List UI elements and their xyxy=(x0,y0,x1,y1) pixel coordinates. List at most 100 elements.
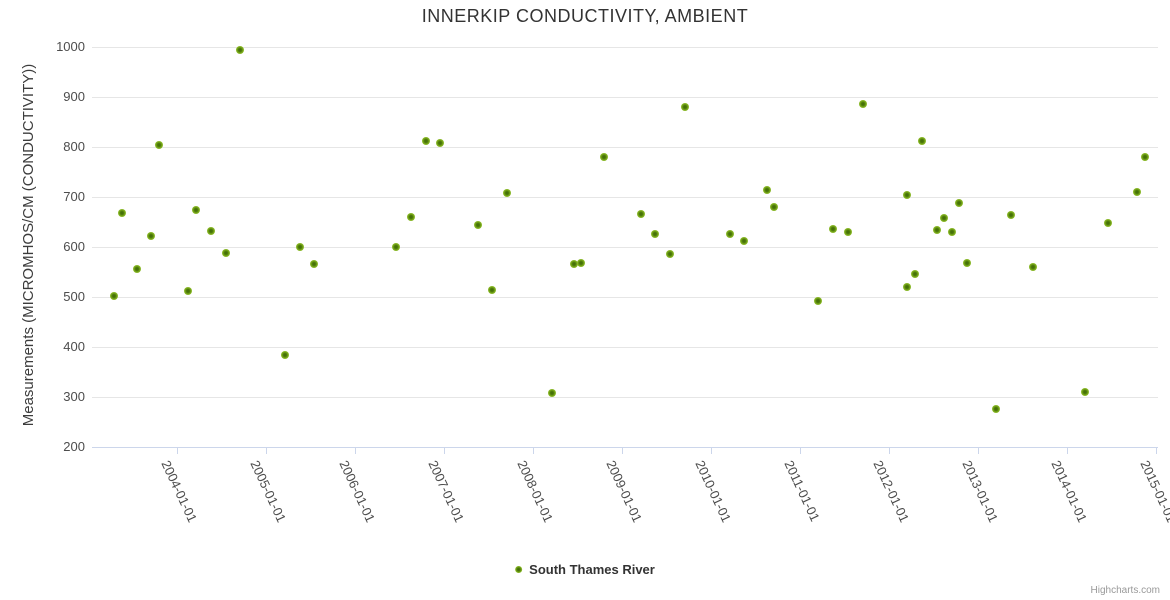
x-axis-tick-label: 2009-01-01 xyxy=(603,458,646,525)
data-point[interactable] xyxy=(503,189,512,197)
data-point[interactable] xyxy=(110,291,119,300)
data-point[interactable] xyxy=(295,243,304,251)
legend-item-south-thames-river[interactable]: South Thames River xyxy=(515,562,655,577)
data-point[interactable] xyxy=(184,286,193,295)
data-point[interactable] xyxy=(547,389,556,397)
data-point[interactable] xyxy=(406,212,415,221)
x-axis-tick xyxy=(799,447,801,454)
data-point[interactable] xyxy=(910,270,919,278)
data-point[interactable] xyxy=(770,203,779,211)
data-point[interactable] xyxy=(651,229,660,238)
x-axis-tick-label: 2004-01-01 xyxy=(158,458,201,525)
data-point[interactable] xyxy=(1029,262,1038,271)
y-axis-tick-label: 1000 xyxy=(56,39,85,54)
data-point[interactable] xyxy=(681,103,690,111)
y-gridline xyxy=(92,197,1158,198)
data-point[interactable] xyxy=(903,191,912,199)
data-point[interactable] xyxy=(947,227,956,236)
x-axis-tick xyxy=(177,447,179,454)
y-gridline xyxy=(92,297,1158,298)
data-point[interactable] xyxy=(236,45,245,54)
x-axis-tick xyxy=(888,447,890,454)
y-gridline xyxy=(92,97,1158,98)
data-point[interactable] xyxy=(740,236,749,245)
x-axis-tick-label: 2010-01-01 xyxy=(692,458,735,525)
y-axis-tick-label: 400 xyxy=(63,339,85,354)
x-axis-tick-label: 2015-01-01 xyxy=(1137,458,1170,525)
data-point[interactable] xyxy=(636,209,645,218)
y-axis-tick-label: 600 xyxy=(63,239,85,254)
data-point[interactable] xyxy=(933,226,942,234)
data-point[interactable] xyxy=(117,209,126,217)
x-axis-tick-label: 2005-01-01 xyxy=(247,458,290,525)
data-point[interactable] xyxy=(962,259,971,267)
data-point[interactable] xyxy=(1140,153,1149,161)
highcharts-credits-link[interactable]: Highcharts.com xyxy=(1090,585,1160,596)
y-gridline xyxy=(92,247,1158,248)
data-point[interactable] xyxy=(421,137,430,145)
x-axis-tick xyxy=(533,447,535,454)
x-axis-tick-label: 2013-01-01 xyxy=(959,458,1001,525)
x-axis-tick xyxy=(1066,447,1068,454)
x-axis-tick-label: 2014-01-01 xyxy=(1048,458,1090,525)
y-axis-tick-label: 800 xyxy=(63,139,85,154)
y-gridline xyxy=(92,147,1158,148)
data-point[interactable] xyxy=(392,242,401,251)
x-axis-tick-label: 2011-01-01 xyxy=(781,458,823,524)
data-point[interactable] xyxy=(436,139,445,147)
data-point[interactable] xyxy=(1007,211,1016,219)
data-point[interactable] xyxy=(955,199,964,207)
y-gridline xyxy=(92,397,1158,398)
x-axis-tick xyxy=(711,447,713,454)
data-point[interactable] xyxy=(577,259,586,267)
data-point[interactable] xyxy=(1103,219,1112,227)
data-point[interactable] xyxy=(1081,388,1090,396)
chart-title: INNERKIP CONDUCTIVITY, AMBIENT xyxy=(421,6,749,26)
data-point[interactable] xyxy=(280,351,289,359)
data-point[interactable] xyxy=(599,153,608,161)
data-point[interactable] xyxy=(762,186,771,194)
legend-label: South Thames River xyxy=(529,562,655,577)
data-point[interactable] xyxy=(221,249,230,257)
data-point[interactable] xyxy=(903,282,912,291)
data-point[interactable] xyxy=(666,250,675,258)
data-point[interactable] xyxy=(725,229,734,238)
x-axis-line xyxy=(92,447,1158,448)
x-axis-tick-label: 2012-01-01 xyxy=(870,458,912,525)
x-axis-tick-label: 2008-01-01 xyxy=(514,458,557,525)
y-axis-tick-label: 300 xyxy=(63,389,85,404)
data-point[interactable] xyxy=(992,405,1001,413)
x-axis-tick xyxy=(977,447,979,454)
data-point[interactable] xyxy=(858,99,867,108)
data-point[interactable] xyxy=(206,227,215,235)
x-axis-tick xyxy=(444,447,446,454)
data-point[interactable] xyxy=(844,228,853,236)
data-point[interactable] xyxy=(829,224,838,233)
y-gridline xyxy=(92,347,1158,348)
data-point[interactable] xyxy=(814,296,823,305)
data-point[interactable] xyxy=(147,231,156,240)
x-axis-tick-label: 2007-01-01 xyxy=(425,458,468,525)
data-point[interactable] xyxy=(191,205,200,214)
y-axis-tick-label: 900 xyxy=(63,89,85,104)
data-point[interactable] xyxy=(569,259,578,268)
data-point[interactable] xyxy=(473,221,482,229)
x-axis-tick xyxy=(1155,447,1157,454)
x-axis-tick xyxy=(266,447,268,454)
x-axis-tick xyxy=(622,447,624,454)
data-point[interactable] xyxy=(488,285,497,294)
x-axis-tick-label: 2006-01-01 xyxy=(336,458,379,525)
data-point[interactable] xyxy=(132,264,141,273)
x-axis-tick xyxy=(355,447,357,454)
y-axis-tick-label: 500 xyxy=(63,289,85,304)
data-point[interactable] xyxy=(940,214,949,222)
y-axis-tick-label: 200 xyxy=(63,439,85,454)
legend-marker-icon xyxy=(515,566,523,573)
data-point[interactable] xyxy=(918,137,927,145)
data-point[interactable] xyxy=(310,259,319,268)
data-point[interactable] xyxy=(1133,188,1142,196)
data-point[interactable] xyxy=(154,140,163,149)
y-gridline xyxy=(92,47,1158,48)
y-axis-tick-label: 700 xyxy=(63,189,85,204)
